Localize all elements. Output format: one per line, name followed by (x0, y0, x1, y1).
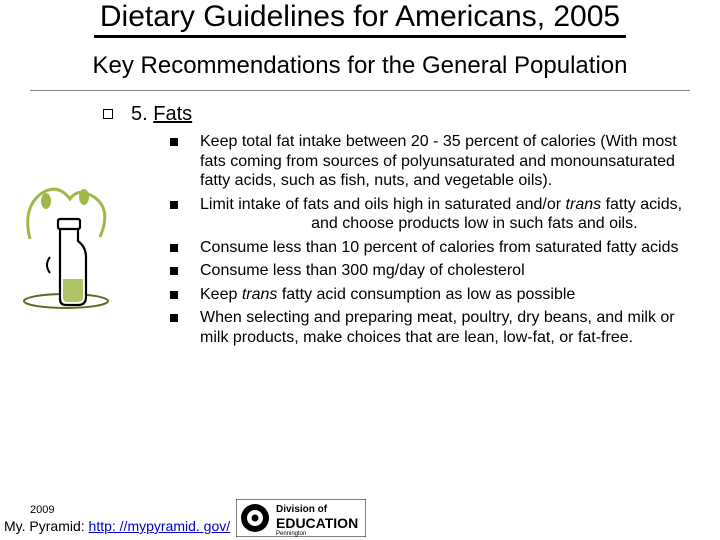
bullet-square-icon (170, 201, 178, 209)
bullet-text: Keep total fat intake between 20 - 35 pe… (200, 132, 688, 191)
list-item: Consume less than 300 mg/day of choleste… (170, 261, 688, 281)
list-item: Keep trans fatty acid consumption as low… (170, 285, 688, 305)
list-item: Keep total fat intake between 20 - 35 pe… (170, 132, 688, 191)
bullet-text: Keep trans fatty acid consumption as low… (200, 285, 575, 305)
bullet-text: Consume less than 10 percent of calories… (200, 238, 678, 258)
bullet-text: Consume less than 300 mg/day of choleste… (200, 261, 525, 281)
footer-label: My. Pyramid: (4, 518, 89, 534)
list-item: Consume less than 10 percent of calories… (170, 238, 688, 258)
section-heading: 5. Fats (131, 103, 192, 126)
bullet-square-icon (170, 267, 178, 275)
bullet-square-icon (170, 291, 178, 299)
svg-text:EDUCATION: EDUCATION (276, 515, 358, 531)
oil-bottle-illustration (20, 179, 112, 309)
bullet-text: When selecting and preparing meat, poult… (200, 308, 688, 347)
section-title: Fats (153, 103, 192, 125)
bullet-square-icon (170, 138, 178, 146)
section-number: 5. (131, 103, 148, 125)
bullet-text: Limit intake of fats and oils high in sa… (200, 195, 688, 234)
footer: 2009 My. Pyramid: http: //mypyramid. gov… (4, 504, 230, 534)
content-area: 5. Fats Keep total fat intake between 20… (0, 97, 720, 347)
svg-text:Pennington: Pennington (276, 531, 306, 537)
education-logo: Division of EDUCATION Pennington (236, 499, 366, 537)
page-title: Dietary Guidelines for Americans, 2005 (94, 0, 626, 38)
section-bullet-icon (103, 109, 113, 119)
bullet-square-icon (170, 244, 178, 252)
list-item: When selecting and preparing meat, poult… (170, 308, 688, 347)
list-item: Limit intake of fats and oils high in sa… (170, 195, 688, 234)
page-subtitle: Key Recommendations for the General Popu… (30, 52, 690, 91)
footer-year: 2009 (30, 504, 230, 516)
footer-link[interactable]: http: //mypyramid. gov/ (89, 518, 231, 534)
svg-text:Division of: Division of (276, 504, 328, 515)
bullet-square-icon (170, 314, 178, 322)
bullet-list: Keep total fat intake between 20 - 35 pe… (170, 132, 702, 347)
